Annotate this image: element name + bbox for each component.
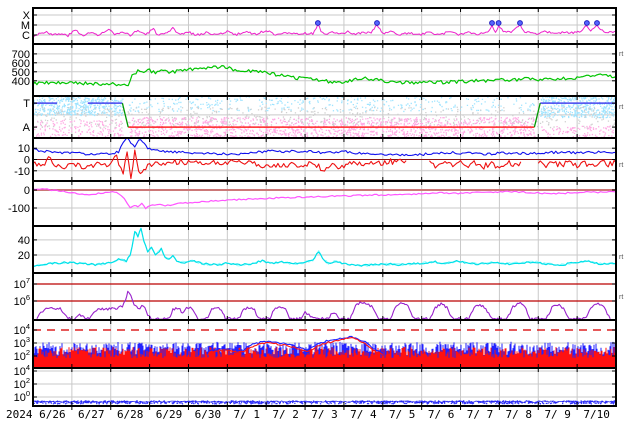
imf-bt [34, 139, 615, 157]
wind-speed-ytick-label: 700 [12, 49, 30, 61]
rt-label: rt [619, 162, 623, 169]
panel-xray: XMC [21, 7, 617, 45]
flare-marker [315, 20, 321, 26]
density-ytick-label: 40 [18, 235, 30, 247]
x-axis-date-label: 6/27 [78, 408, 105, 421]
density-frame [32, 225, 617, 274]
flare-marker [374, 20, 380, 26]
x-axis-date-label: 7/10 [583, 408, 610, 421]
xray-ytick-label: X [23, 10, 31, 22]
sector-transition [533, 102, 541, 128]
electron-flux-ytick-label: 107 [14, 276, 30, 291]
flare-marker [489, 20, 495, 26]
x-axis-year-label: 2024 [6, 408, 33, 421]
x-axis-date-label: 6/30 [195, 408, 222, 421]
xray-frame [32, 7, 617, 45]
panel-imf-sector: TA [23, 95, 617, 139]
imf-sector-speckle [128, 117, 536, 137]
wind-speed-frame [32, 43, 617, 97]
rt-label: rt [619, 254, 623, 261]
proton-flux-noise [34, 346, 615, 367]
dst-frame [32, 180, 617, 227]
imf-sector-ytick-label: T [23, 98, 30, 110]
electron-flux-ytick-label: 106 [14, 293, 30, 308]
flare-marker [495, 20, 502, 26]
imf-sector-ytick-label: A [23, 122, 31, 134]
imf-bz-ytick-label: -10 [14, 166, 30, 178]
wind-speed-ytick-label: 400 [12, 76, 30, 88]
x-axis-date-label: 7/ 1 [234, 408, 261, 421]
electron-flux [36, 290, 611, 319]
xray-ytick-label: M [21, 20, 30, 32]
wind-speed-ytick-label: 600 [12, 58, 30, 70]
imf-sector-speckle [34, 97, 124, 117]
rt-label: rt [619, 104, 623, 111]
panel-dst: 0 -100 [8, 180, 617, 227]
background-proton-flux [34, 400, 615, 403]
x-axis-date-label: 7/ 3 [311, 408, 338, 421]
imf-sector-speckle [34, 119, 124, 137]
density-ytick-label: 20 [18, 250, 30, 262]
x-axis-date-label: 7/ 9 [544, 408, 571, 421]
panel-imf-bz: 100-10 [14, 137, 617, 182]
imf-bz [537, 159, 615, 169]
x-axis-date-label: 6/28 [117, 408, 144, 421]
background-flux-ytick-label: 100 [14, 389, 30, 404]
x-axis-date-label: 7/ 5 [389, 408, 416, 421]
imf-sector-speckle [128, 97, 535, 113]
sector-transition [121, 102, 129, 128]
x-axis-date-label: 6/26 [39, 408, 66, 421]
x-axis-date-label: 7/ 7 [467, 408, 494, 421]
rt-label: rt [619, 51, 623, 58]
background-flux-frame [32, 367, 617, 407]
electron-flux-frame [32, 272, 617, 321]
flare-marker [584, 20, 590, 26]
proton-flux-ytick-label: 104 [14, 322, 30, 337]
imf-sector-frame [32, 95, 617, 139]
imf-sector-speckle [540, 97, 615, 119]
proton-flux-ytick-label: 102 [14, 348, 30, 363]
dst-index [34, 188, 615, 210]
wind-speed-ytick-label: 500 [12, 67, 30, 79]
x-axis-date-label: 7/ 6 [428, 408, 455, 421]
solar-wind-density [34, 227, 615, 267]
flare-marker [594, 20, 600, 26]
xray-ytick-label: C [22, 30, 30, 42]
background-flux-ytick-label: 104 [14, 363, 30, 378]
particle-flux-red [207, 337, 384, 356]
imf-bz-ytick-label: 0 [24, 155, 30, 167]
background-flux-ytick-label: 102 [14, 376, 30, 391]
flare-marker [517, 20, 523, 26]
dst-ytick-label: -100 [8, 203, 30, 215]
imf-bz [34, 149, 407, 180]
imf-bz-ytick-label: 10 [18, 143, 30, 155]
x-axis-date-label: 7/ 4 [350, 408, 377, 421]
background-flux-speckle [34, 400, 615, 405]
proton-flux-ytick-label: 103 [14, 335, 30, 350]
rt-label: rt [619, 294, 623, 301]
dst-ytick-label: 0 [24, 185, 30, 197]
imf-sector-speckle [34, 106, 615, 129]
solar-wind-speed [34, 64, 615, 87]
imf-bz [429, 160, 522, 170]
x-axis-date-label: 6/29 [156, 408, 183, 421]
x-axis-date-label: 7/ 2 [272, 408, 299, 421]
x-axis-date-label: 7/ 8 [506, 408, 533, 421]
